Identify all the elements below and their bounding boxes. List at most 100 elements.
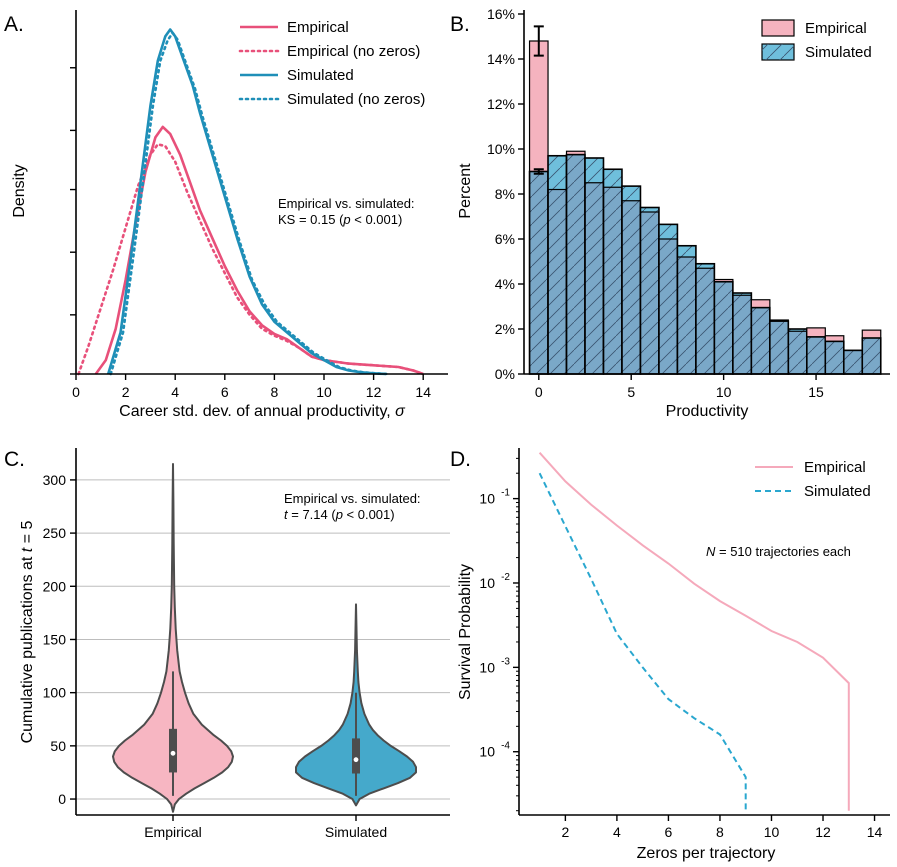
panel-d-x-ticks: 2 4 6 8 10 12 14 bbox=[561, 815, 883, 840]
panel-c-y-ticks: 0 50 100 150 200 250 300 bbox=[43, 472, 76, 807]
y-tick-label: 10 bbox=[479, 491, 495, 507]
x-tick-label: 10 bbox=[764, 824, 780, 840]
y-tick-label: 4% bbox=[495, 276, 515, 292]
series-simulated-no-zeros-line bbox=[109, 31, 390, 376]
bar-simulated-hatch bbox=[825, 341, 844, 374]
bar-simulated-hatch bbox=[806, 336, 826, 374]
x-tick-label: 12 bbox=[815, 824, 831, 840]
bar-empirical-excess bbox=[862, 330, 881, 338]
legend-swatch-empirical bbox=[761, 19, 795, 37]
x-tick-label: 0 bbox=[72, 384, 80, 400]
x-tick-label: 4 bbox=[613, 824, 621, 840]
x-tick-label: 5 bbox=[627, 384, 635, 400]
panel-c-annotation-line1: Empirical vs. simulated: bbox=[284, 491, 421, 506]
x-tick-label: 15 bbox=[808, 384, 824, 400]
panel-d-y-label: Survival Probability bbox=[457, 564, 474, 700]
panel-b-x-label: Productivity bbox=[666, 403, 749, 420]
panel-a-letter: A. bbox=[4, 13, 24, 36]
bar-simulated-hatch bbox=[566, 154, 585, 374]
panel-a-curves bbox=[77, 28, 425, 376]
y-tick-label: 6% bbox=[495, 231, 515, 247]
panel-c-y-label: Cumulative publications at t = 5 bbox=[19, 521, 36, 744]
y-tick-label: 14% bbox=[487, 51, 515, 67]
y-tick-label: 0% bbox=[495, 366, 515, 382]
panel-a-annotation-line1: Empirical vs. simulated: bbox=[278, 196, 415, 211]
y-tick-exponent: -3 bbox=[501, 656, 510, 667]
panel-d: D. 2 4 6 8 10 12 14 10 -1 10 -2 10 -3 10 -4 Zeros per… bbox=[450, 448, 890, 862]
y-tick-label: 10% bbox=[487, 141, 515, 157]
y-tick-exponent: -4 bbox=[501, 741, 510, 752]
x-tick-label: 0 bbox=[535, 384, 543, 400]
y-tick-label: 100 bbox=[43, 685, 67, 701]
bar-empirical-excess bbox=[806, 327, 826, 337]
bar-simulated-hatch bbox=[695, 263, 715, 374]
panel-c: C. 0 50 100 150 200 250 300 Empirical Simulated… bbox=[4, 448, 450, 840]
bar-empirical-excess bbox=[566, 151, 585, 155]
legend-label-empirical: Empirical bbox=[804, 459, 866, 476]
bar-simulated-hatch bbox=[732, 293, 752, 374]
violin-median bbox=[170, 750, 176, 756]
bar-simulated-hatch bbox=[548, 155, 567, 374]
y-tick-label: 250 bbox=[43, 525, 67, 541]
panel-d-annotation: N = 510 trajectories each bbox=[706, 544, 851, 559]
panel-a-x-ticks: 0 2 4 6 8 10 12 14 bbox=[72, 374, 431, 400]
x-tick-label: Empirical bbox=[144, 824, 202, 840]
x-tick-label: 8 bbox=[716, 824, 724, 840]
bar-simulated-hatch bbox=[640, 207, 659, 374]
panel-d-curves bbox=[538, 452, 850, 811]
y-tick-label: 10 bbox=[479, 744, 495, 760]
panel-b: B. 0 5 10 15 0% 2% 4% 6% 8% 10% 12% 14% 16% Product… bbox=[450, 6, 890, 420]
panel-c-annotation-line2: t = 7.14 (p < 0.001) bbox=[284, 507, 395, 522]
y-tick-label: 200 bbox=[43, 578, 67, 594]
series-empirical-line bbox=[538, 452, 850, 811]
y-tick-label: 10 bbox=[479, 575, 495, 591]
bar-simulated-hatch bbox=[603, 169, 622, 374]
x-tick-label: 10 bbox=[316, 384, 332, 400]
bar-empirical-excess bbox=[825, 335, 844, 342]
x-tick-label: 14 bbox=[867, 824, 883, 840]
y-tick-label: 12% bbox=[487, 96, 515, 112]
y-tick-label: 300 bbox=[43, 472, 67, 488]
legend-label-empirical-no-zeros: Empirical (no zeros) bbox=[287, 43, 420, 60]
panel-b-y-ticks: 0% 2% 4% 6% 8% 10% 12% 14% 16% bbox=[487, 6, 524, 382]
bar-simulated-hatch bbox=[714, 281, 733, 374]
legend-label-simulated: Simulated bbox=[287, 67, 354, 84]
y-tick-label: 16% bbox=[487, 6, 515, 22]
bar-simulated-hatch bbox=[621, 186, 641, 374]
x-tick-label: 4 bbox=[171, 384, 179, 400]
x-tick-label: 2 bbox=[122, 384, 130, 400]
bar-simulated-hatch bbox=[677, 245, 696, 374]
violin-median bbox=[353, 757, 359, 763]
panel-a-y-label: Density bbox=[11, 164, 28, 217]
legend-label-empirical: Empirical bbox=[805, 20, 867, 37]
y-tick-label: 0 bbox=[58, 791, 66, 807]
bar-simulated-hatch bbox=[585, 158, 604, 374]
panel-a: A. 0 2 4 6 8 10 12 14 Career std. dev. of annua… bbox=[4, 10, 448, 420]
bar-simulated-hatch bbox=[788, 329, 807, 374]
panel-c-x-ticks: Empirical Simulated bbox=[144, 815, 387, 840]
panel-d-letter: D. bbox=[450, 448, 471, 471]
x-tick-label: Simulated bbox=[325, 824, 387, 840]
bar-simulated-hatch bbox=[529, 171, 549, 374]
x-tick-label: 8 bbox=[271, 384, 279, 400]
panel-b-letter: B. bbox=[450, 13, 470, 36]
y-tick-exponent: -2 bbox=[501, 572, 510, 583]
x-tick-label: 12 bbox=[366, 384, 382, 400]
series-simulated-line bbox=[538, 472, 747, 811]
y-tick-label: 8% bbox=[495, 186, 515, 202]
x-tick-label: 6 bbox=[221, 384, 229, 400]
x-tick-label: 2 bbox=[561, 824, 569, 840]
y-tick-label: 10 bbox=[479, 659, 495, 675]
bar-empirical-excess bbox=[529, 41, 549, 172]
legend-label-simulated-no-zeros: Simulated (no zeros) bbox=[287, 91, 425, 108]
panel-d-x-label: Zeros per trajectory bbox=[637, 845, 776, 862]
panel-c-violins bbox=[112, 463, 417, 813]
legend-swatch-simulated-hatch bbox=[762, 44, 794, 60]
bar-simulated-hatch bbox=[658, 224, 678, 374]
violin-iqr-box bbox=[352, 738, 360, 774]
panel-b-legend: Empirical Simulated bbox=[761, 19, 872, 61]
bar-simulated-hatch bbox=[862, 338, 881, 374]
panel-b-y-label: Percent bbox=[457, 163, 474, 219]
panel-a-y-ticks bbox=[70, 67, 76, 375]
panel-c-letter: C. bbox=[4, 448, 25, 471]
